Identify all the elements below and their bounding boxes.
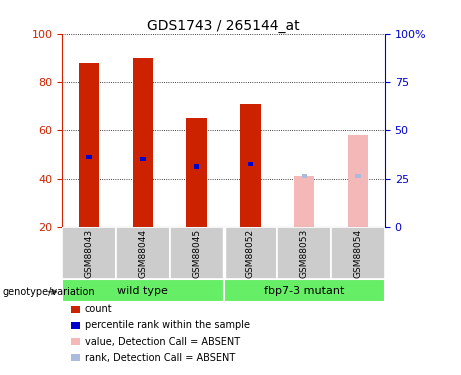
Bar <box>194 164 199 169</box>
Bar <box>301 174 307 178</box>
Text: GSM88054: GSM88054 <box>354 228 362 278</box>
Bar <box>170 227 224 279</box>
Text: GSM88052: GSM88052 <box>246 228 255 278</box>
Bar <box>140 157 146 162</box>
Bar <box>331 227 385 279</box>
Text: genotype/variation: genotype/variation <box>2 287 95 297</box>
Bar <box>355 174 361 178</box>
Text: count: count <box>85 304 112 314</box>
Text: GSM88053: GSM88053 <box>300 228 309 278</box>
Bar <box>224 227 278 279</box>
Text: GSM88045: GSM88045 <box>192 228 201 278</box>
Bar <box>62 279 224 302</box>
Bar <box>87 155 92 159</box>
Bar <box>116 227 170 279</box>
Bar <box>278 227 331 279</box>
Bar <box>186 118 207 227</box>
Bar <box>248 162 253 166</box>
Title: GDS1743 / 265144_at: GDS1743 / 265144_at <box>147 19 300 33</box>
Bar <box>79 63 100 227</box>
Bar <box>348 135 368 227</box>
Text: GSM88044: GSM88044 <box>138 229 148 278</box>
Bar <box>133 58 153 227</box>
Text: wild type: wild type <box>118 286 168 296</box>
Bar <box>294 176 314 227</box>
Bar <box>240 104 260 227</box>
Bar <box>62 227 116 279</box>
Bar <box>224 279 385 302</box>
Text: fbp7-3 mutant: fbp7-3 mutant <box>264 286 344 296</box>
Text: rank, Detection Call = ABSENT: rank, Detection Call = ABSENT <box>85 353 235 363</box>
Text: percentile rank within the sample: percentile rank within the sample <box>85 321 250 330</box>
Text: GSM88043: GSM88043 <box>85 228 94 278</box>
Text: value, Detection Call = ABSENT: value, Detection Call = ABSENT <box>85 337 240 346</box>
